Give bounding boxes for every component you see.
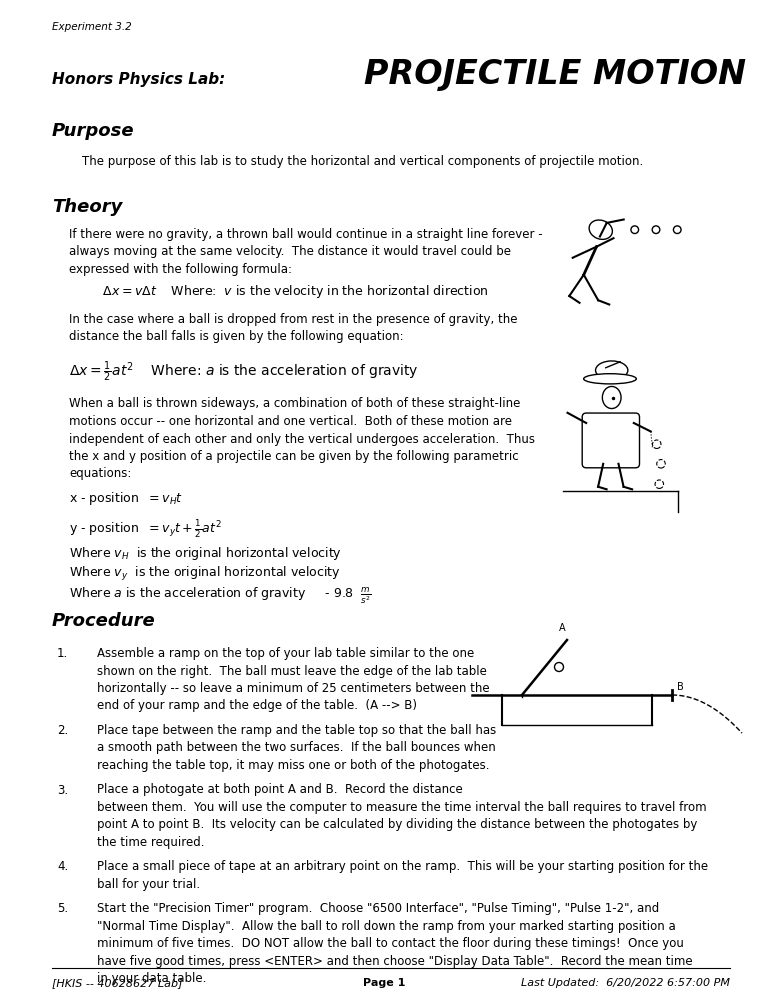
Text: Place a small piece of tape at an arbitrary point on the ramp.  This will be you: Place a small piece of tape at an arbitr… bbox=[97, 861, 708, 874]
Text: Last Updated:  6/20/2022 6:57:00 PM: Last Updated: 6/20/2022 6:57:00 PM bbox=[521, 978, 730, 988]
Text: [HKIS -- 40628627 Lab]: [HKIS -- 40628627 Lab] bbox=[52, 978, 183, 988]
Text: the x and y position of a projectile can be given by the following parametric: the x and y position of a projectile can… bbox=[69, 450, 518, 463]
Ellipse shape bbox=[589, 220, 612, 240]
Text: between them.  You will use the computer to measure the time interval the ball r: between them. You will use the computer … bbox=[97, 801, 707, 814]
Text: y - position  $= v_y t + \frac{1}{2}at^2$: y - position $= v_y t + \frac{1}{2}at^2$ bbox=[69, 518, 222, 540]
Text: Procedure: Procedure bbox=[52, 612, 156, 630]
Text: have five good times, press <ENTER> and then choose "Display Data Table".  Recor: have five good times, press <ENTER> and … bbox=[97, 955, 693, 968]
Ellipse shape bbox=[554, 662, 564, 672]
Text: 5.: 5. bbox=[57, 903, 68, 915]
Text: B: B bbox=[677, 682, 684, 692]
Text: Honors Physics Lab:: Honors Physics Lab: bbox=[52, 72, 225, 87]
Text: Where $v_H$  is the original horizontal velocity: Where $v_H$ is the original horizontal v… bbox=[69, 545, 342, 562]
Text: horizontally -- so leave a minimum of 25 centimeters between the: horizontally -- so leave a minimum of 25… bbox=[97, 682, 490, 695]
Text: Place a photogate at both point A and B.  Record the distance: Place a photogate at both point A and B.… bbox=[97, 783, 463, 796]
Text: In the case where a ball is dropped from rest in the presence of gravity, the: In the case where a ball is dropped from… bbox=[69, 312, 518, 325]
Text: equations:: equations: bbox=[69, 467, 131, 480]
Text: minimum of five times.  DO NOT allow the ball to contact the floor during these : minimum of five times. DO NOT allow the … bbox=[97, 937, 684, 950]
Ellipse shape bbox=[595, 361, 628, 380]
Text: Theory: Theory bbox=[52, 198, 122, 216]
Text: end of your ramp and the edge of the table.  (A --> B): end of your ramp and the edge of the tab… bbox=[97, 700, 417, 713]
Text: 3.: 3. bbox=[57, 783, 68, 796]
Text: Where $a$ is the acceleration of gravity     - 9.8  $\frac{m}{s^2}$: Where $a$ is the acceleration of gravity… bbox=[69, 585, 372, 606]
Text: $\Delta x = \frac{1}{2}at^2$    Where: $a$ is the acceleration of gravity: $\Delta x = \frac{1}{2}at^2$ Where: $a$ … bbox=[69, 360, 419, 384]
FancyBboxPatch shape bbox=[582, 414, 640, 468]
Text: Page 1: Page 1 bbox=[362, 978, 406, 988]
Text: "Normal Time Display".  Allow the ball to roll down the ramp from your marked st: "Normal Time Display". Allow the ball to… bbox=[97, 920, 676, 933]
Text: When a ball is thrown sideways, a combination of both of these straight-line: When a ball is thrown sideways, a combin… bbox=[69, 398, 521, 411]
Text: reaching the table top, it may miss one or both of the photogates.: reaching the table top, it may miss one … bbox=[97, 759, 489, 772]
Text: the time required.: the time required. bbox=[97, 836, 204, 849]
Text: The purpose of this lab is to study the horizontal and vertical components of pr: The purpose of this lab is to study the … bbox=[82, 155, 644, 168]
Ellipse shape bbox=[602, 387, 621, 409]
Text: Assemble a ramp on the top of your lab table similar to the one: Assemble a ramp on the top of your lab t… bbox=[97, 647, 475, 660]
Text: motions occur -- one horizontal and one vertical.  Both of these motion are: motions occur -- one horizontal and one … bbox=[69, 415, 512, 428]
Text: point A to point B.  Its velocity can be calculated by dividing the distance bet: point A to point B. Its velocity can be … bbox=[97, 818, 697, 832]
Text: expressed with the following formula:: expressed with the following formula: bbox=[69, 263, 292, 276]
Text: x - position  $= v_H t$: x - position $= v_H t$ bbox=[69, 490, 184, 507]
Ellipse shape bbox=[584, 374, 637, 384]
Text: PROJECTILE MOTION: PROJECTILE MOTION bbox=[364, 58, 746, 91]
Text: Purpose: Purpose bbox=[52, 122, 134, 140]
Text: If there were no gravity, a thrown ball would continue in a straight line foreve: If there were no gravity, a thrown ball … bbox=[69, 228, 543, 241]
Text: Place tape between the ramp and the table top so that the ball has: Place tape between the ramp and the tabl… bbox=[97, 724, 496, 737]
Text: a smooth path between the two surfaces.  If the ball bounces when: a smooth path between the two surfaces. … bbox=[97, 742, 496, 754]
Text: 2.: 2. bbox=[57, 724, 68, 737]
Text: Where $v_y$  is the original horizontal velocity: Where $v_y$ is the original horizontal v… bbox=[69, 565, 340, 583]
Text: independent of each other and only the vertical undergoes acceleration.  Thus: independent of each other and only the v… bbox=[69, 432, 535, 445]
Text: 4.: 4. bbox=[57, 861, 68, 874]
Text: Experiment 3.2: Experiment 3.2 bbox=[52, 22, 132, 32]
Text: in your data table.: in your data table. bbox=[97, 972, 207, 985]
Text: Start the "Precision Timer" program.  Choose "6500 Interface", "Pulse Timing", ": Start the "Precision Timer" program. Cho… bbox=[97, 903, 659, 915]
Text: always moving at the same velocity.  The distance it would travel could be: always moving at the same velocity. The … bbox=[69, 246, 511, 258]
Text: distance the ball falls is given by the following equation:: distance the ball falls is given by the … bbox=[69, 330, 404, 343]
Text: A: A bbox=[558, 623, 565, 633]
Text: shown on the right.  The ball must leave the edge of the lab table: shown on the right. The ball must leave … bbox=[97, 665, 487, 678]
Text: 1.: 1. bbox=[57, 647, 68, 660]
Text: ball for your trial.: ball for your trial. bbox=[97, 878, 200, 891]
Text: $\Delta x = v\Delta t$    Where:  $v$ is the velocity in the horizontal directio: $\Delta x = v\Delta t$ Where: $v$ is the… bbox=[87, 282, 488, 299]
